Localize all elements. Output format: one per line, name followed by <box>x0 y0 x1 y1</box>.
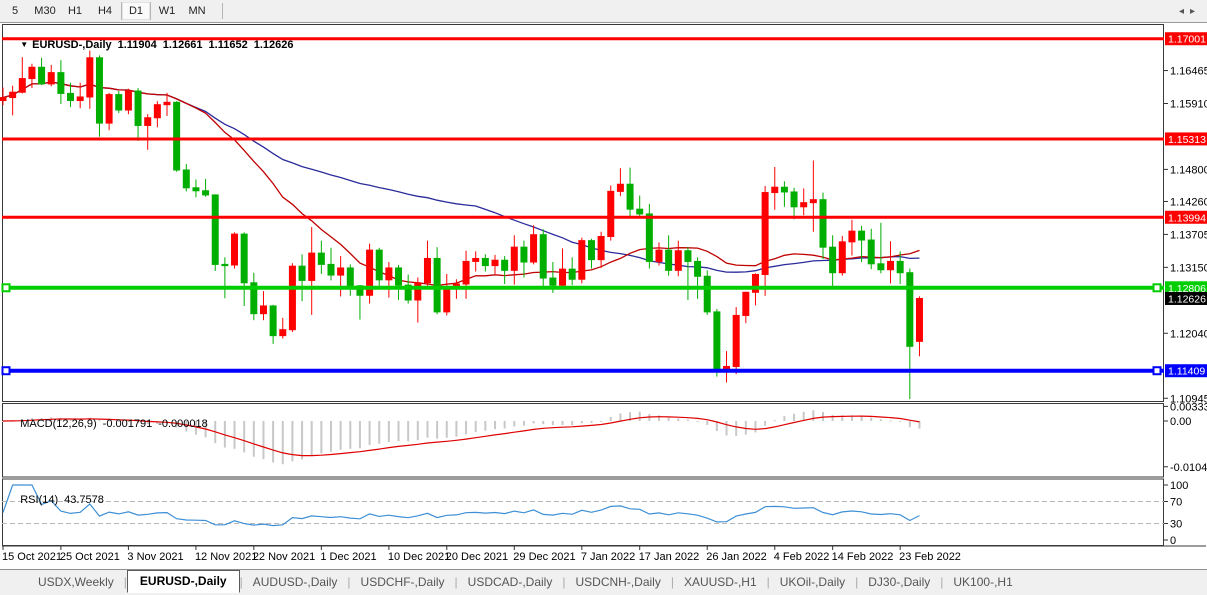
timeframe-button-d1[interactable]: D1 <box>121 2 151 20</box>
svg-text:-0.010439: -0.010439 <box>1170 462 1207 474</box>
svg-text:1.12626: 1.12626 <box>1168 293 1206 305</box>
tab-separator: | <box>940 575 944 589</box>
rsi-panel <box>2 484 1164 527</box>
timeframe-button-w1[interactable]: W1 <box>158 5 176 17</box>
svg-text:1.17001: 1.17001 <box>1168 34 1206 46</box>
symbol-dropdown-icon[interactable]: ▼ <box>20 40 29 49</box>
svg-text:1.15910: 1.15910 <box>1170 99 1207 111</box>
svg-text:12 Nov 2021: 12 Nov 2021 <box>195 551 257 563</box>
chart-title: ▼ EURUSD-,Daily 1.11904 1.12661 1.11652 1.126… <box>8 27 293 63</box>
svg-text:70: 70 <box>1170 497 1182 509</box>
svg-text:1.10945: 1.10945 <box>1170 393 1207 405</box>
tab-separator: | <box>670 575 674 589</box>
chart-tab-audusd-daily[interactable]: AUDUSD-,Daily <box>252 575 338 589</box>
chart-tab-bar: USDX,Weekly | EURUSD-,Daily | AUDUSD-,Daily |… <box>0 569 1207 595</box>
tab-separator: | <box>766 575 770 589</box>
timeframe-button-h1[interactable]: H1 <box>67 5 83 17</box>
svg-text:23 Feb 2022: 23 Feb 2022 <box>899 551 961 563</box>
svg-text:1.13994: 1.13994 <box>1168 212 1206 224</box>
macd-name: MACD(12,26,9) <box>20 418 97 430</box>
macd-value-signal: -0.000018 <box>158 418 208 430</box>
toolbar-separator <box>222 3 223 19</box>
chart-tab-eurusd-daily[interactable]: EURUSD-,Daily <box>126 570 240 593</box>
chart-tab-uk100-h1[interactable]: UK100-,H1 <box>953 575 1013 589</box>
svg-text:1.13150: 1.13150 <box>1170 262 1207 274</box>
svg-text:7 Jan 2022: 7 Jan 2022 <box>581 551 635 563</box>
candles <box>0 50 923 400</box>
svg-text:15 Oct 2021: 15 Oct 2021 <box>2 551 62 563</box>
rsi-label: RSI(14) 43.7578 <box>8 482 104 518</box>
rsi-name: RSI(14) <box>20 494 59 506</box>
chart-tab-dj30-daily[interactable]: DJ30-,Daily <box>868 575 931 589</box>
svg-text:4 Feb 2022: 4 Feb 2022 <box>774 551 830 563</box>
tab-separator: | <box>123 575 127 589</box>
svg-text:1 Dec 2021: 1 Dec 2021 <box>320 551 376 563</box>
tab-scroll-arrows: ◂▸ <box>1179 6 1201 17</box>
svg-text:26 Jan 2022: 26 Jan 2022 <box>706 551 767 563</box>
macd-panel <box>2 410 921 465</box>
svg-text:1.15313: 1.15313 <box>1168 134 1206 146</box>
svg-text:1.12040: 1.12040 <box>1170 328 1207 340</box>
macd-value-main: -0.001791 <box>102 418 153 430</box>
line-handle[interactable] <box>1152 283 1162 293</box>
svg-text:1.14800: 1.14800 <box>1170 164 1207 176</box>
timeframe-button-5[interactable]: 5 <box>11 5 19 17</box>
svg-text:14 Feb 2022: 14 Feb 2022 <box>832 551 894 563</box>
line-handle[interactable] <box>1152 366 1162 376</box>
ohlc-close: 1.12626 <box>253 39 294 51</box>
svg-text:17 Jan 2022: 17 Jan 2022 <box>639 551 700 563</box>
timeframe-button-h4[interactable]: H4 <box>97 5 113 17</box>
level-lines[interactable] <box>1 37 1164 376</box>
tab-separator: | <box>239 575 243 589</box>
chart-tab-usdcnh-daily[interactable]: USDCNH-,Daily <box>575 575 661 589</box>
svg-text:29 Dec 2021: 29 Dec 2021 <box>513 551 575 563</box>
line-handle[interactable] <box>1 283 11 293</box>
svg-text:0: 0 <box>1170 535 1176 547</box>
svg-text:0.003331: 0.003331 <box>1170 401 1207 413</box>
macd-signal-line <box>2 415 920 457</box>
rsi-line <box>2 484 920 527</box>
svg-text:0.00: 0.00 <box>1170 416 1191 428</box>
tab-separator: | <box>562 575 566 589</box>
chart-tab-ukoil-daily[interactable]: UKOil-,Daily <box>779 575 846 589</box>
timeframe-button-mn[interactable]: MN <box>188 5 206 17</box>
svg-text:30: 30 <box>1170 519 1182 531</box>
ohlc-open: 1.11904 <box>117 39 157 51</box>
timeframe-toolbar: 5 M30 H1 H4 D1 W1 MN <box>0 0 1207 23</box>
tab-separator: | <box>454 575 458 589</box>
chart-tab-usdchf-daily[interactable]: USDCHF-,Daily <box>360 575 445 589</box>
svg-text:22 Nov 2021: 22 Nov 2021 <box>253 551 315 563</box>
svg-text:25 Oct 2021: 25 Oct 2021 <box>60 551 120 563</box>
svg-text:10 Dec 2021: 10 Dec 2021 <box>388 551 450 563</box>
svg-text:1.11409: 1.11409 <box>1168 366 1205 378</box>
rsi-value: 43.7578 <box>64 494 104 506</box>
timeframe-button-m30[interactable]: M30 <box>34 5 56 17</box>
chart-tab-xauusd-h1[interactable]: XAUUSD-,H1 <box>683 575 757 589</box>
price-badges: 1.17001 1.15313 1.13994 1.12806 1.11409 1.126… <box>1165 32 1207 378</box>
price-scale: 1.16465 1.15910 1.14800 1.14260 1.13705 1.131… <box>1164 66 1207 547</box>
macd-label: MACD(12,26,9) -0.001791 -0.000018 <box>8 406 208 442</box>
chart-background <box>0 22 1207 568</box>
ohlc-low: 1.11652 <box>208 39 248 51</box>
tab-separator: | <box>855 575 859 589</box>
symbol-label: EURUSD-,Daily <box>32 39 112 51</box>
svg-text:1.13705: 1.13705 <box>1170 229 1207 241</box>
svg-text:1.12806: 1.12806 <box>1168 283 1206 295</box>
chart-tab-usdx-weekly[interactable]: USDX,Weekly <box>38 575 114 589</box>
chart-tab-usdcad-daily[interactable]: USDCAD-,Daily <box>467 575 553 589</box>
svg-text:20 Dec 2021: 20 Dec 2021 <box>446 551 508 563</box>
svg-text:3 Nov 2021: 3 Nov 2021 <box>127 551 183 563</box>
svg-text:1.14260: 1.14260 <box>1170 196 1207 208</box>
tab-scroll-right-icon[interactable]: ▸ <box>1189 6 1201 17</box>
svg-text:1.16465: 1.16465 <box>1170 66 1207 78</box>
line-handle[interactable] <box>1 366 11 376</box>
svg-text:100: 100 <box>1170 480 1188 492</box>
tab-scroll-left-icon[interactable]: ◂ <box>1178 6 1190 17</box>
tab-separator: | <box>347 575 351 589</box>
ohlc-high: 1.12661 <box>162 39 203 51</box>
